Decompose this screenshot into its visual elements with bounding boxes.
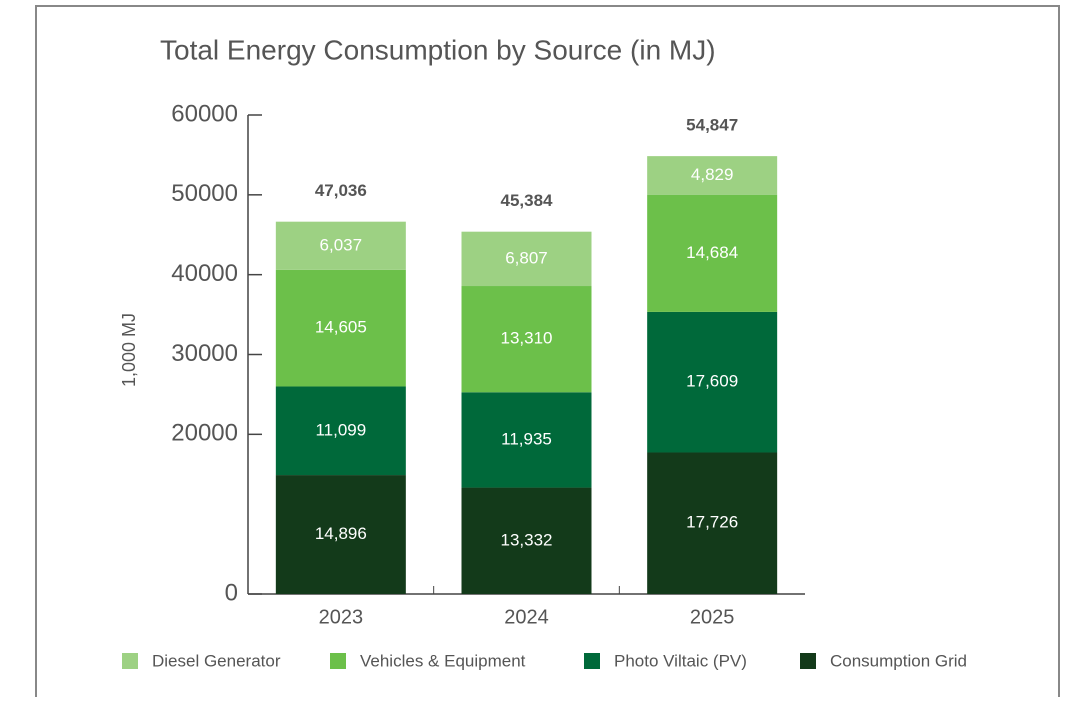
legend-swatch <box>330 653 346 669</box>
legend-label: Consumption Grid <box>830 651 967 670</box>
x-tick-label: 2025 <box>690 606 735 628</box>
data-label: 17,609 <box>686 372 738 391</box>
bar-segment <box>647 156 778 195</box>
data-label: 13,332 <box>501 530 553 549</box>
y-tick-label: 40000 <box>171 260 238 287</box>
y-axis-label: 1,000 MJ <box>119 313 139 387</box>
data-label: 17,726 <box>686 513 738 532</box>
legend-swatch <box>800 653 816 669</box>
y-tick-label: 0 <box>225 579 238 606</box>
bar-segment <box>275 475 406 594</box>
y-tick-label: 60000 <box>171 100 238 127</box>
y-tick-label: 30000 <box>171 340 238 367</box>
bar-segment <box>647 194 778 312</box>
chart-title: Total Energy Consumption by Source (in M… <box>160 34 716 65</box>
data-label: 13,310 <box>501 329 553 348</box>
bar-segment <box>461 231 592 287</box>
legend-label: Vehicles & Equipment <box>360 651 526 670</box>
data-label: 14,605 <box>315 318 367 337</box>
data-label: 6,807 <box>505 248 548 267</box>
bar-segment <box>461 487 592 594</box>
data-label: 6,037 <box>320 235 363 254</box>
x-tick-label: 2024 <box>504 606 549 628</box>
bar-segment <box>647 311 778 453</box>
data-label: 4,829 <box>691 165 734 184</box>
bar-segment <box>275 221 406 270</box>
x-tick-label: 2023 <box>319 606 364 628</box>
data-label: 11,935 <box>501 429 552 448</box>
bar-segment <box>275 386 406 476</box>
legend-label: Photo Viltaic (PV) <box>614 651 747 670</box>
total-label: 54,847 <box>686 116 738 135</box>
total-label: 47,036 <box>315 181 367 200</box>
y-tick-label: 20000 <box>171 420 238 447</box>
legend-label: Diesel Generator <box>152 651 281 670</box>
data-label: 11,099 <box>315 420 366 439</box>
frame <box>35 5 1060 702</box>
data-label: 14,896 <box>315 524 367 543</box>
bar-segment <box>461 392 592 488</box>
bar-segment <box>647 452 778 594</box>
bar-segment <box>461 286 592 393</box>
data-label: 14,684 <box>686 243 738 262</box>
bar-segment <box>275 269 406 387</box>
y-tick-label: 50000 <box>171 180 238 207</box>
legend-swatch <box>584 653 600 669</box>
legend-swatch <box>122 653 138 669</box>
total-label: 45,384 <box>501 191 554 210</box>
